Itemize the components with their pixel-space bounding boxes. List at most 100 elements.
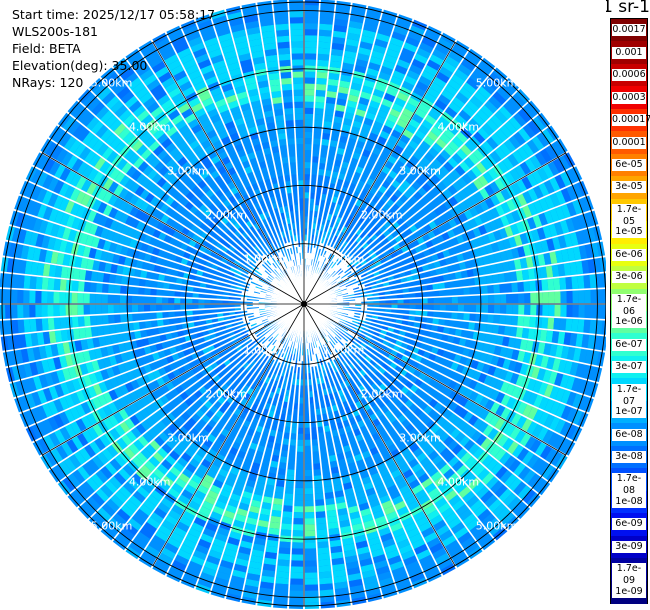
- range-bin: [549, 416, 561, 431]
- range-bin: [225, 378, 234, 387]
- range-bin: [355, 433, 364, 442]
- range-bin: [193, 281, 201, 288]
- range-bin: [492, 503, 507, 517]
- range-bin: [270, 255, 276, 263]
- range-bin: [538, 411, 550, 426]
- range-bin: [42, 419, 54, 434]
- range-bin: [129, 402, 140, 414]
- range-bin: [181, 108, 194, 119]
- range-bin: [161, 137, 173, 149]
- range-bin: [487, 365, 497, 376]
- range-bin: [517, 485, 532, 500]
- range-bin: [186, 316, 194, 323]
- range-bin: [286, 469, 295, 476]
- range-bin: [272, 96, 283, 105]
- range-bin: [186, 285, 194, 292]
- range-bin: [304, 572, 318, 579]
- range-bin: [257, 419, 266, 428]
- range-bin: [151, 247, 161, 256]
- range-bin: [429, 542, 444, 554]
- range-bin: [348, 346, 356, 353]
- range-bin: [385, 549, 400, 560]
- range-bin: [251, 549, 265, 558]
- range-bin: [442, 350, 451, 359]
- range-bin: [279, 272, 285, 279]
- range-bin: [315, 95, 326, 103]
- range-bin: [367, 441, 377, 451]
- range-bin: [479, 408, 490, 421]
- range-bin: [473, 350, 482, 361]
- range-bin: [443, 387, 453, 398]
- range-bin: [139, 200, 150, 212]
- range-bin: [120, 313, 127, 323]
- range-bin: [312, 138, 321, 145]
- range-bin: [462, 490, 476, 503]
- range-bin: [94, 347, 103, 359]
- range-bin: [277, 468, 287, 476]
- range-bin: [279, 456, 288, 464]
- range-bin: [490, 334, 498, 345]
- range-bin: [253, 169, 262, 177]
- range-bin: [392, 527, 406, 538]
- range-bin: [344, 351, 351, 358]
- range-bin: [47, 177, 59, 192]
- range-bin: [290, 168, 297, 175]
- range-bin: [64, 424, 77, 438]
- range-bin: [315, 511, 326, 519]
- range-bin: [226, 341, 234, 348]
- range-bin: [387, 354, 396, 362]
- range-bin: [345, 456, 355, 465]
- range-bin: [23, 363, 33, 378]
- range-bin: [433, 391, 444, 402]
- range-bin: [444, 512, 458, 524]
- range-bin: [225, 504, 238, 514]
- range-bin: [421, 415, 432, 426]
- range-bin: [282, 511, 293, 519]
- range-bin: [180, 53, 194, 65]
- range-bin: [123, 481, 136, 495]
- range-bin: [244, 146, 255, 155]
- range-bin: [237, 169, 246, 178]
- range-bin: [304, 162, 311, 169]
- range-bin: [263, 245, 270, 253]
- range-bin: [36, 188, 48, 203]
- range-bin: [454, 328, 463, 337]
- range-bin: [30, 185, 42, 201]
- range-bin: [351, 522, 364, 532]
- range-bin: [452, 372, 462, 382]
- range-bin: [238, 546, 252, 555]
- range-bin: [261, 98, 272, 106]
- range-bin: [156, 463, 169, 475]
- range-bin: [110, 263, 118, 274]
- range-bin: [547, 317, 555, 330]
- range-bin: [401, 448, 412, 459]
- range-bin: [427, 466, 439, 478]
- range-bin: [304, 506, 315, 513]
- range-bin: [508, 477, 522, 492]
- range-bin: [229, 531, 242, 541]
- range-bin: [578, 348, 588, 363]
- range-bin: [116, 265, 124, 275]
- range-bin: [113, 197, 124, 209]
- range-bin: [272, 102, 283, 111]
- range-bin: [366, 378, 375, 386]
- range-bin: [345, 332, 353, 338]
- range-bin: [82, 93, 97, 108]
- range-bin: [173, 445, 184, 457]
- range-bin: [271, 373, 277, 381]
- range-bin: [304, 524, 316, 531]
- range-bin: [304, 137, 313, 145]
- range-bin: [252, 362, 260, 370]
- range-bin: [109, 118, 122, 132]
- range-bin: [497, 434, 509, 448]
- range-bin: [212, 505, 225, 516]
- range-bin: [114, 104, 128, 118]
- range-bin: [444, 342, 453, 352]
- range-bin: [156, 288, 163, 297]
- range-bin: [263, 281, 270, 287]
- range-bin: [396, 458, 408, 469]
- range-bin: [94, 249, 103, 261]
- range-bin: [150, 280, 158, 289]
- range-bin: [347, 505, 359, 514]
- range-bin: [123, 256, 132, 267]
